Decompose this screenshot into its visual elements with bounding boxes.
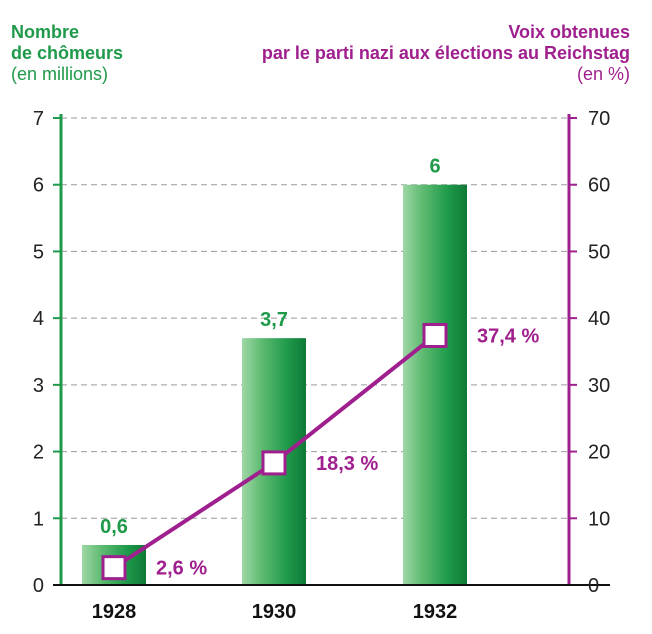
right-tick-label: 60	[588, 175, 610, 197]
grid-lines	[61, 117, 569, 519]
data-labels: 0,6 3,7 6 2,6 % 18,3 % 37,4 %	[100, 156, 539, 580]
vote-value-label: 2,6 %	[156, 558, 207, 580]
left-tick-label: 5	[33, 241, 44, 263]
right-axis-title-line3: (en %)	[576, 64, 630, 84]
vote-line	[101, 322, 448, 581]
right-axis-title-line2: par le parti nazi aux élections au Reich…	[261, 43, 630, 63]
right-tick-label: 50	[588, 241, 610, 263]
left-tick-label: 7	[33, 108, 44, 130]
left-tick-label: 3	[33, 375, 44, 397]
bar	[403, 184, 467, 585]
bar-value-label: 3,7	[260, 309, 288, 331]
left-axis-title-line2: de chômeurs	[11, 43, 124, 63]
right-axis-title: Voix obtenues par le parti nazi aux élec…	[262, 22, 630, 85]
right-tick-label: 70	[588, 108, 610, 130]
right-axis-title-line1: Voix obtenues	[508, 22, 630, 42]
right-tick-label: 20	[588, 442, 610, 464]
vote-point-marker	[261, 450, 287, 476]
bars	[82, 184, 467, 585]
left-axis-title: Nombre de chômeurs (en millions)	[11, 22, 123, 85]
right-tick-label: 30	[588, 375, 610, 397]
right-tick-label: 0	[588, 575, 599, 597]
right-tick-label: 40	[588, 308, 610, 330]
vote-point-marker	[101, 555, 127, 581]
left-axis-title-line3: (en millions)	[11, 64, 109, 84]
vote-value-label: 37,4 %	[477, 325, 539, 347]
left-tick-label: 4	[33, 308, 44, 330]
left-axis-title-line1: Nombre	[11, 22, 80, 42]
bar-value-label: 0,6	[100, 516, 128, 538]
left-tick-label: 6	[33, 175, 44, 197]
bar-value-label: 6	[429, 156, 440, 178]
left-tick-label: 1	[33, 508, 44, 530]
vote-value-label: 18,3 %	[316, 453, 378, 475]
left-tick-label: 2	[33, 442, 44, 464]
x-tick-label: 1930	[252, 601, 297, 623]
x-tick-label: 1932	[413, 601, 458, 623]
right-tick-label: 10	[588, 508, 610, 530]
axes	[53, 114, 610, 586]
left-tick-label: 0	[33, 575, 44, 597]
x-tick-label: 1928	[92, 601, 137, 623]
vote-point-marker	[422, 322, 448, 348]
